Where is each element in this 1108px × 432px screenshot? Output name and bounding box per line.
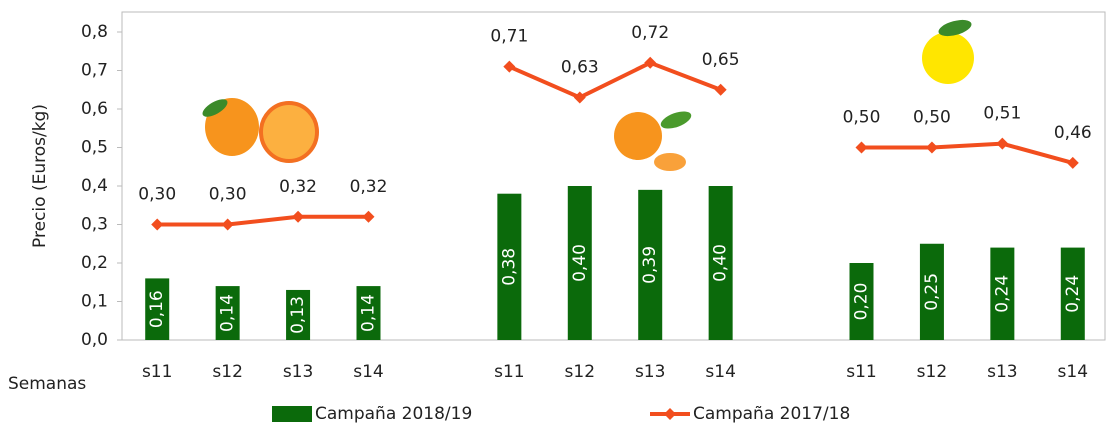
bar-value-label: 0,20 [852,283,872,321]
line-marker [222,219,234,231]
line-value-label: 0,32 [350,177,388,197]
bar-value-label: 0,24 [1063,275,1083,313]
y-tick-label: 0,2 [81,253,108,273]
line-value-label: 0,65 [702,50,740,70]
x-axis-label: Semanas [8,374,86,394]
x-tick-label: s12 [917,362,948,382]
line-value-label: 0,30 [209,185,247,205]
y-tick-label: 0,6 [81,99,108,119]
orange-icon [200,96,317,161]
bar-value-label: 0,16 [147,290,167,328]
y-tick-label: 0,1 [81,292,108,312]
y-tick-label: 0,3 [81,215,108,235]
bar-value-label: 0,14 [218,294,238,332]
line-marker [996,138,1008,150]
legend-label: Campaña 2017/18 [693,404,850,424]
bar-value-label: 0,38 [499,248,519,286]
x-tick-label: s13 [635,362,666,382]
x-tick-label: s12 [565,362,596,382]
x-tick-label: s12 [212,362,243,382]
bar-value-label: 0,24 [992,275,1012,313]
bar-value-label: 0,14 [359,294,379,332]
line-marker [926,142,938,154]
tangerine-icon [614,108,693,171]
y-tick-label: 0,5 [81,138,108,158]
line-marker [856,142,868,154]
y-axis-label: Precio (Euros/kg) [30,104,50,248]
line-marker [503,61,515,73]
bar-value-label: 0,40 [711,244,731,282]
lemon-icon [922,17,974,84]
line-value-label: 0,32 [279,177,317,197]
line-marker [151,219,163,231]
legend-swatch-marker [664,408,676,420]
line-value-label: 0,46 [1054,123,1092,143]
line-value-label: 0,63 [561,57,599,77]
bar-value-label: 0,25 [922,273,942,311]
x-tick-label: s11 [494,362,525,382]
x-tick-label: s11 [846,362,877,382]
y-tick-label: 0,7 [81,61,108,81]
x-tick-label: s13 [987,362,1018,382]
bar-value-label: 0,40 [570,244,590,282]
y-tick-label: 0,8 [81,22,108,42]
legend-swatch [272,406,312,422]
y-tick-label: 0,0 [81,330,108,350]
line-value-label: 0,30 [138,185,176,205]
x-tick-label: s14 [705,362,736,382]
x-tick-label: s13 [283,362,314,382]
line-value-label: 0,51 [983,104,1021,124]
line-value-label: 0,71 [490,27,528,47]
x-tick-label: s14 [353,362,384,382]
line-marker [715,84,727,96]
line-value-label: 0,72 [631,23,669,43]
bar-value-label: 0,39 [640,246,660,284]
line-value-label: 0,50 [843,108,881,128]
y-tick-label: 0,4 [81,176,108,196]
x-tick-label: s11 [142,362,173,382]
bar-value-label: 0,13 [288,296,308,334]
legend-label: Campaña 2018/19 [315,404,472,424]
x-tick-label: s14 [1058,362,1089,382]
chart: Precio (Euros/kg) Semanas 0,0 0,1 0,2 0,3 0,… [0,0,1108,432]
line-value-label: 0,50 [913,108,951,128]
line-marker [1067,157,1079,169]
line-marker [363,211,375,223]
line-marker [292,211,304,223]
